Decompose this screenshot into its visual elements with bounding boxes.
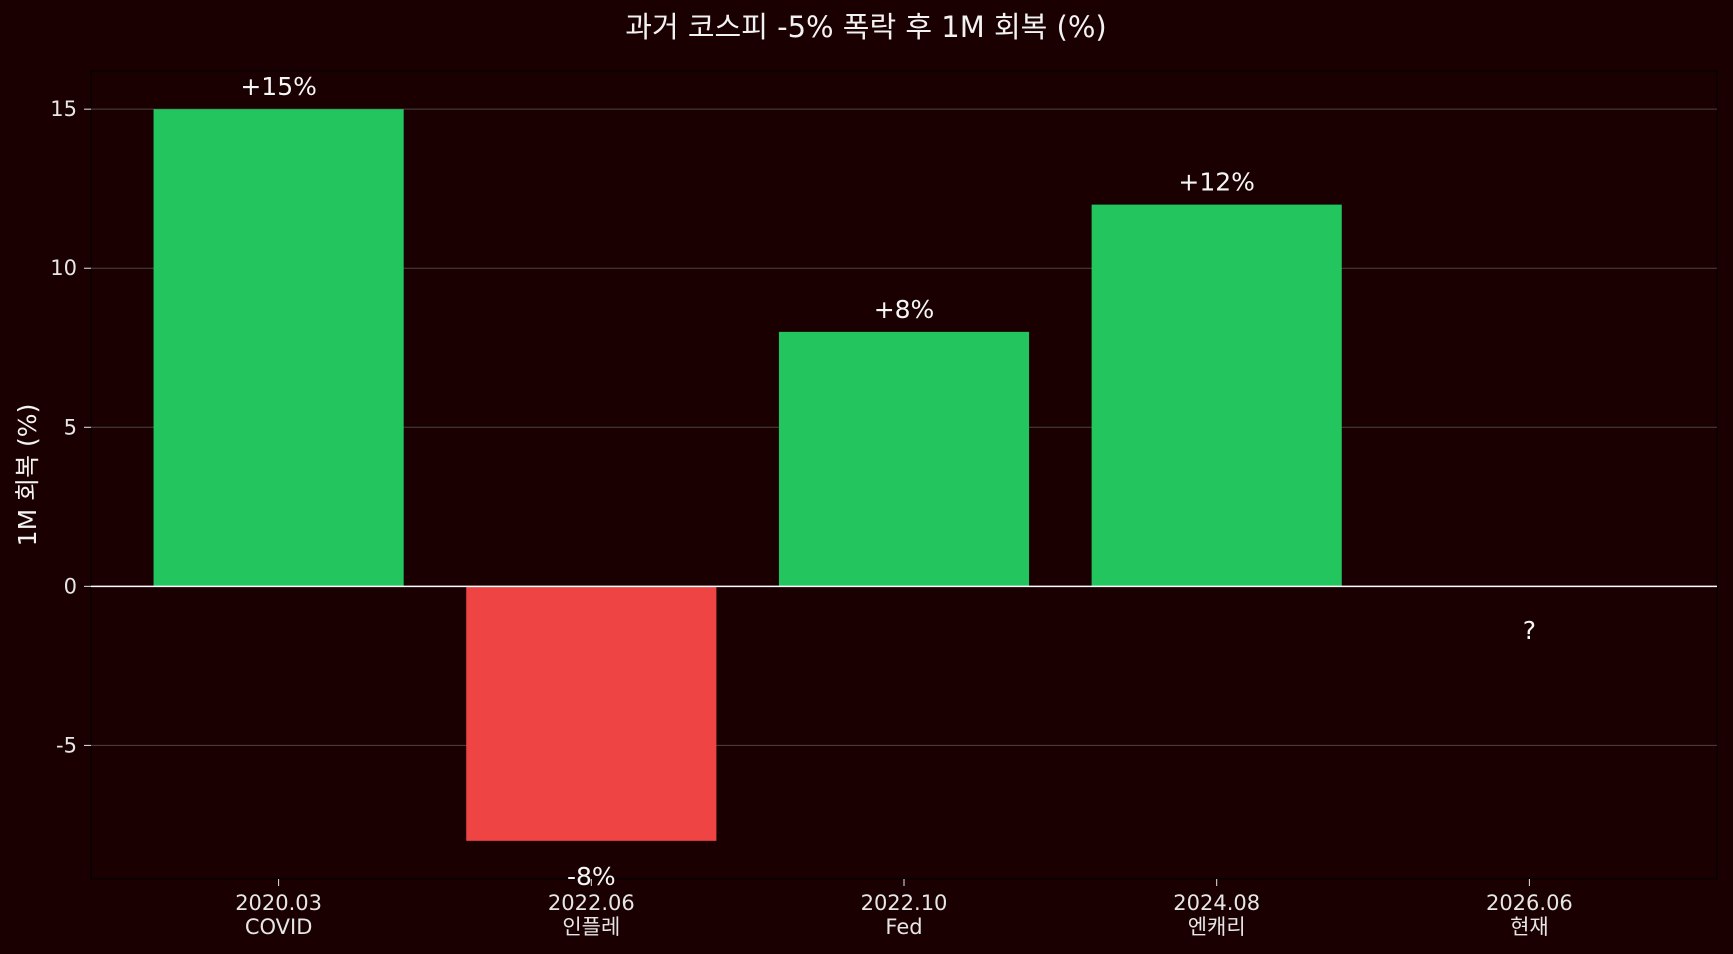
data-label: +15%: [240, 72, 317, 101]
bar: [1091, 204, 1342, 587]
x-tick-label-event: 현재: [1510, 915, 1549, 939]
y-tick-label: 15: [50, 97, 77, 121]
y-tick-label: 0: [64, 574, 77, 598]
data-label: +8%: [874, 295, 935, 324]
bar: [153, 109, 404, 587]
y-tick-label: 10: [50, 256, 77, 280]
data-label: -8%: [567, 862, 616, 891]
y-axis-ticks: -5 0 5 10 15: [50, 97, 91, 757]
y-tick-label: -5: [56, 733, 77, 757]
x-tick-label-event: 엔캐리: [1188, 915, 1246, 939]
data-label: ?: [1523, 616, 1536, 645]
x-tick-label-event: 인플레: [562, 915, 620, 939]
x-tick-label-date: 2022.06: [548, 891, 635, 915]
bar: [466, 586, 717, 841]
bar: [778, 331, 1030, 587]
x-tick-label-event: COVID: [245, 915, 313, 939]
chart-title: 과거 코스피 -5% 폭락 후 1M 회복 (%): [625, 10, 1106, 44]
x-tick-label-event: Fed: [885, 915, 922, 939]
data-labels: +15% -8% +8% +12%?: [240, 72, 1536, 891]
y-axis-label: 1M 회복 (%): [13, 404, 42, 547]
x-tick-label-date: 2022.10: [861, 891, 948, 915]
data-label: +12%: [1178, 168, 1255, 197]
x-tick-label-date: 2024.08: [1173, 891, 1260, 915]
bars: [153, 109, 1342, 841]
x-tick-label-date: 2020.03: [235, 891, 322, 915]
y-tick-label: 5: [64, 415, 77, 439]
x-tick-label-date: 2026.06: [1486, 891, 1573, 915]
